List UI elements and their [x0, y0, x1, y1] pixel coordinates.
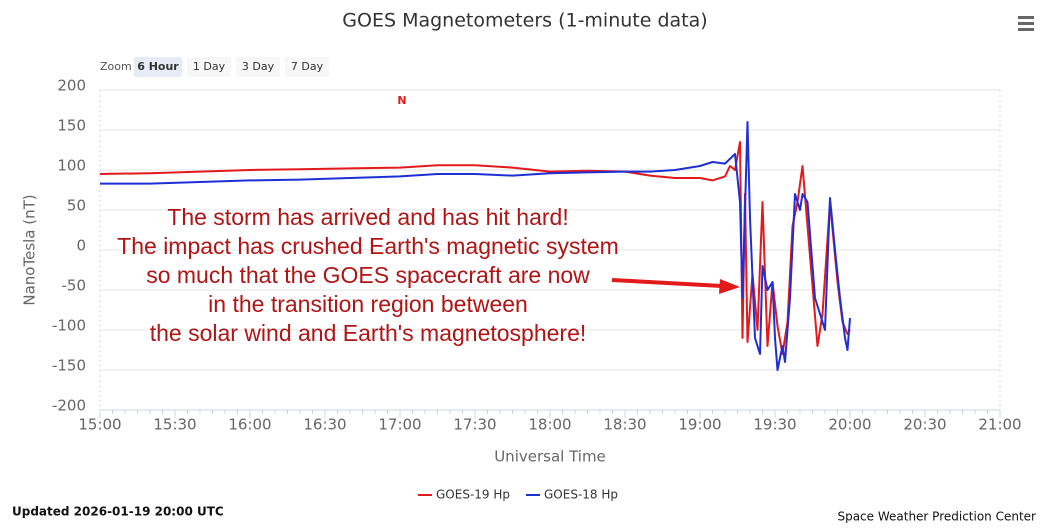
- x-axis-label: Universal Time: [494, 448, 606, 466]
- x-tick-label: 16:30: [303, 416, 346, 434]
- zoom-button-label: 7 Day: [291, 60, 324, 73]
- zoom-button[interactable]: 1 Day: [187, 57, 231, 77]
- y-tick-label: 150: [57, 117, 86, 135]
- x-tick-label: 18:30: [603, 416, 646, 434]
- series-line: [100, 121, 851, 371]
- y-tick-label: -50: [62, 277, 87, 295]
- x-tick-label: 18:00: [528, 416, 571, 434]
- legend-label: GOES-19 Hp: [436, 488, 510, 502]
- y-tick-label: 200: [57, 77, 86, 95]
- credit-text: Space Weather Prediction Center: [837, 510, 1036, 524]
- x-tick-label: 17:30: [453, 416, 496, 434]
- legend-label: GOES-18 Hp: [544, 488, 618, 502]
- series-line: [99, 141, 851, 355]
- x-tick-label: 20:30: [903, 416, 946, 434]
- x-tick-label: 15:00: [78, 416, 121, 434]
- x-tick-label: 19:00: [678, 416, 721, 434]
- x-tick-label: 15:30: [153, 416, 196, 434]
- zoom-button-bg: [236, 57, 280, 77]
- y-tick-label: 0: [76, 237, 86, 255]
- x-tick-label: 20:00: [828, 416, 871, 434]
- y-tick-label: -150: [52, 357, 86, 375]
- annotation-line: the solar wind and Earth's magnetosphere…: [150, 320, 587, 346]
- zoom-button-bg: [134, 57, 182, 77]
- annotation-line: in the transition region between: [208, 291, 528, 317]
- event-marker: N: [397, 94, 406, 107]
- y-axis-label: NanoTesla (nT): [21, 194, 39, 305]
- y-tick-label: -200: [52, 397, 86, 415]
- chart-title: GOES Magnetometers (1-minute data): [342, 10, 707, 32]
- menu-button[interactable]: [1018, 16, 1034, 31]
- zoom-button[interactable]: 6 Hour: [134, 57, 182, 77]
- updated-text: Updated 2026-01-19 20:00 UTC: [12, 505, 224, 519]
- zoom-label: Zoom: [100, 60, 132, 73]
- y-tick-label: -100: [52, 317, 86, 335]
- zoom-button[interactable]: 3 Day: [236, 57, 280, 77]
- y-tick-label: 100: [57, 157, 86, 175]
- zoom-button-label: 1 Day: [193, 60, 226, 73]
- zoom-button-label: 3 Day: [242, 60, 275, 73]
- menu-bar: [1018, 16, 1034, 19]
- zoom-button[interactable]: 7 Day: [285, 57, 329, 77]
- y-tick-label: 50: [67, 197, 86, 215]
- x-tick-label: 16:00: [228, 416, 271, 434]
- zoom-button-bg: [187, 57, 231, 77]
- zoom-button-label: 6 Hour: [137, 60, 179, 73]
- zoom-button-bg: [285, 57, 329, 77]
- x-tick-label: 21:00: [978, 416, 1021, 434]
- x-tick-label: 17:00: [378, 416, 421, 434]
- annotation-arrowhead: [719, 279, 740, 294]
- menu-bar: [1018, 28, 1034, 31]
- annotation-line: The storm has arrived and has hit hard!: [167, 204, 568, 230]
- annotation-arrow: [611, 278, 723, 288]
- x-tick-label: 19:30: [753, 416, 796, 434]
- menu-bar: [1018, 22, 1034, 25]
- annotation-line: The impact has crushed Earth's magnetic …: [117, 233, 619, 259]
- annotation-line: so much that the GOES spacecraft are now: [146, 262, 590, 288]
